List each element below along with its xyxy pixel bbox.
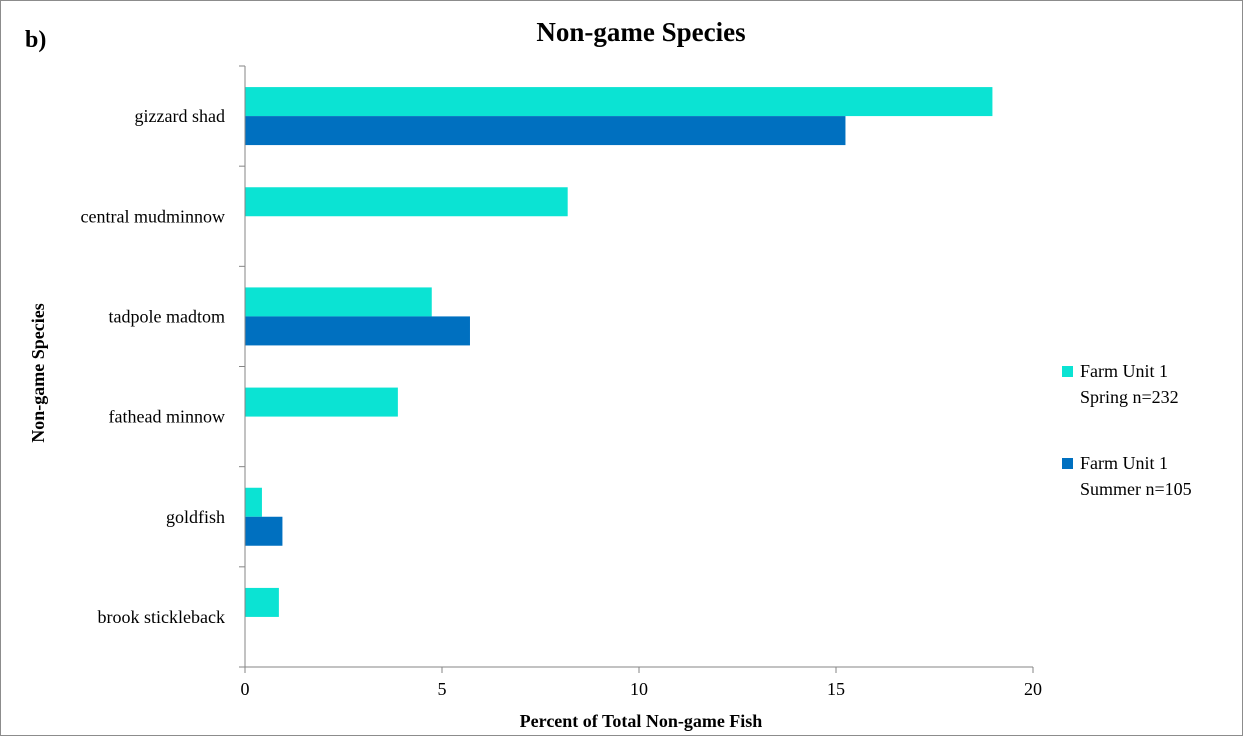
y-tick-label: goldfish — [166, 507, 225, 527]
legend-swatch-series-1 — [1062, 366, 1073, 377]
x-tick-label: 5 — [438, 679, 447, 699]
x-tick-label: 20 — [1024, 679, 1042, 699]
legend-label-series-1: Spring n=232 — [1080, 387, 1179, 407]
bar-central-mudminnow-series-1 — [245, 187, 568, 217]
y-tick-label: tadpole madtom — [109, 306, 225, 326]
x-tick-label: 0 — [241, 679, 250, 699]
bar-gizzard-shad-series-2 — [245, 116, 846, 146]
legend: Farm Unit 1 Spring n=232 Farm Unit 1 Summer… — [1062, 361, 1192, 499]
bar-tadpole-madtom-series-1 — [245, 287, 432, 317]
legend-label-series-1: Farm Unit 1 — [1080, 361, 1168, 381]
y-tick-label: brook stickleback — [98, 607, 225, 627]
y-tick-label: fathead minnow — [109, 407, 225, 427]
y-axis-title: Non-game Species — [28, 303, 48, 442]
x-tick-label: 10 — [630, 679, 648, 699]
panel-label: b) — [25, 27, 46, 53]
bar-brook-stickleback-series-1 — [245, 587, 279, 617]
legend-swatch-series-2 — [1062, 458, 1073, 469]
chart-title: Non-game Species — [536, 17, 745, 47]
bar-goldfish-series-1 — [245, 487, 262, 517]
bar-tadpole-madtom-series-2 — [245, 316, 470, 346]
bar-goldfish-series-2 — [245, 516, 283, 546]
legend-label-series-2: Summer n=105 — [1080, 479, 1192, 499]
x-axis-title: Percent of Total Non-game Fish — [520, 711, 763, 731]
y-tick-label: gizzard shad — [135, 106, 225, 126]
plot-area: gizzard shad central mudminnow tadpole mad… — [81, 65, 1042, 699]
x-tick-label: 15 — [827, 679, 845, 699]
legend-label-series-2: Farm Unit 1 — [1080, 453, 1168, 473]
bar-gizzard-shad-series-1 — [245, 87, 993, 117]
bar-fathead-minnow-series-1 — [245, 387, 398, 417]
y-tick-label: central mudminnow — [81, 206, 225, 226]
